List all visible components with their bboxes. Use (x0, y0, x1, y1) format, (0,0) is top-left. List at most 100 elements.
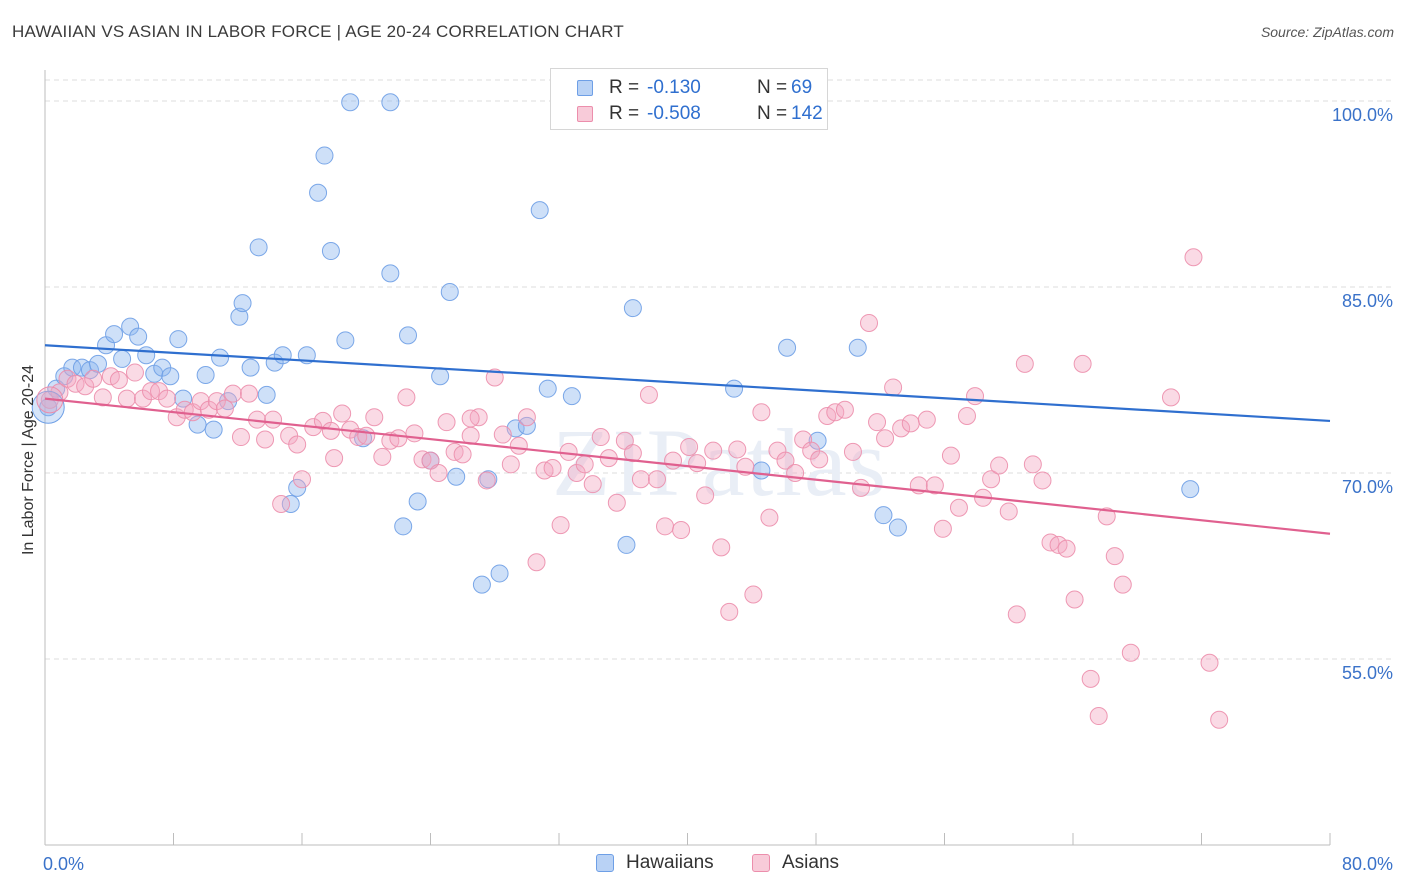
asians-swatch (577, 106, 593, 122)
hawaiian-point (288, 478, 307, 497)
asian-point (696, 486, 715, 505)
asian-point (1210, 710, 1229, 729)
hawaiian-point (440, 282, 459, 301)
asian-point (1007, 605, 1026, 624)
hawaiian-point (309, 183, 328, 202)
hawaiian-point (472, 575, 491, 594)
asian-point (1097, 507, 1116, 526)
asian-point (966, 387, 985, 406)
hawaiian-point (249, 238, 268, 257)
hawaiian-point (161, 367, 180, 386)
hawaiian-point (169, 330, 188, 349)
hawaiian-point (315, 146, 334, 165)
asian-point (876, 429, 895, 448)
hawaiian-point (105, 325, 124, 344)
tick-labels: 100.0% 85.0% 70.0% 55.0% 0.0% 80.0% (43, 105, 1393, 874)
hawaiians-swatch (577, 80, 593, 96)
asian-point (744, 585, 763, 604)
asian-point (264, 410, 283, 429)
asian-point (256, 430, 275, 449)
hawaiian-point (617, 535, 636, 554)
asian-point (1057, 539, 1076, 558)
asian-point (917, 410, 936, 429)
stats-legend: R = -0.130 N = 69 R = -0.508 N = 142 (550, 68, 828, 130)
asian-point (272, 495, 291, 513)
asian-point (1033, 471, 1052, 490)
hawaiian-point (394, 517, 413, 536)
axes (44, 70, 1331, 846)
hawaiians-trend-line (44, 344, 1331, 423)
hawaiian-point (233, 294, 252, 313)
hawaiian-point (336, 331, 355, 350)
asian-point (704, 441, 723, 460)
asian-point (990, 456, 1009, 475)
asian-point (892, 419, 911, 438)
hawaiian-point (257, 385, 276, 404)
asian-point (1015, 354, 1034, 373)
asian-point (84, 369, 103, 388)
hawaiian-point (431, 367, 450, 386)
asian-point (517, 408, 536, 427)
asian-point (1065, 590, 1084, 609)
hawaiian-point (137, 346, 156, 365)
asian-point (1113, 575, 1132, 594)
asian-point (680, 437, 699, 456)
hawaiian-point (241, 358, 260, 377)
asian-point (397, 388, 416, 407)
asian-point (933, 519, 952, 538)
asian-point (559, 442, 578, 461)
legend-label: Hawaiians (626, 852, 714, 873)
asian-point (501, 455, 520, 474)
asian-point (810, 450, 829, 469)
asian-point (453, 445, 472, 464)
source-credit: Source: ZipAtlas.com (1260, 24, 1394, 40)
trend-lines (44, 344, 1331, 535)
r-label: R = (609, 103, 640, 124)
hawaiian-point (281, 495, 300, 513)
hawaiian-point (174, 389, 193, 408)
hawaiian-point (530, 201, 549, 220)
y-tick-label: 55.0% (1342, 663, 1393, 683)
asian-point (325, 449, 344, 468)
asian-point (389, 429, 408, 448)
asian-point (437, 413, 456, 432)
n-value: 69 (791, 77, 813, 98)
asian-point (493, 425, 512, 444)
asian-point (851, 478, 870, 497)
asian-point (843, 442, 862, 461)
r-value: -0.130 (647, 77, 701, 98)
asian-point (647, 470, 666, 489)
hawaiian-point (808, 431, 827, 450)
hawaiian-point (752, 461, 771, 480)
hawaiian-point (490, 564, 509, 583)
hawaiian-point (725, 379, 744, 398)
hawaiian-point (381, 93, 400, 112)
legend-label: Asians (782, 852, 840, 873)
asian-point (321, 421, 340, 440)
asian-point (835, 400, 854, 419)
asian-point (365, 408, 384, 427)
asian-point (429, 464, 448, 482)
hawaiian-point (562, 387, 581, 406)
hawaiian-point (321, 242, 340, 261)
n-label: N = (757, 77, 788, 98)
asian-point (231, 428, 250, 447)
asian-point (712, 538, 731, 557)
asian-point (860, 313, 879, 332)
asian-point (901, 414, 920, 433)
watermark: ZIPatlas (552, 409, 888, 516)
asian-point (583, 475, 602, 494)
asian-point (884, 378, 903, 397)
hawaiian-point (1181, 480, 1200, 499)
n-label: N = (757, 103, 788, 124)
asian-point (607, 493, 626, 512)
asian-point (672, 521, 691, 540)
asian-point (639, 385, 658, 404)
asian-point (551, 516, 570, 535)
asians-trend-line (44, 397, 1331, 535)
hawaiians-legend-swatch (596, 854, 614, 872)
y-axis-label: In Labor Force | Age 20-24 (20, 364, 37, 556)
y-tick-label: 85.0% (1342, 291, 1393, 311)
hawaiian-point (89, 354, 108, 373)
